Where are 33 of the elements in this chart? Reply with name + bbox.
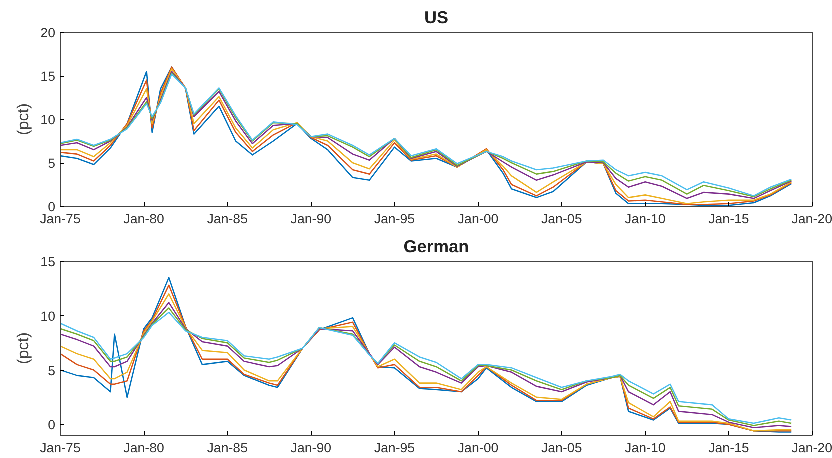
x-tick-label: Jan-10 — [625, 440, 666, 456]
x-tick-label: Jan-00 — [458, 212, 499, 226]
x-tick-label: Jan-80 — [124, 440, 164, 456]
x-tick-label: Jan-75 — [40, 212, 81, 226]
x-tick-label: Jan-80 — [124, 212, 164, 226]
x-tick-label: Jan-95 — [374, 212, 416, 226]
x-tick-label: Jan-95 — [374, 440, 416, 456]
y-axis-title: (pct) — [16, 104, 33, 136]
y-tick-label: 5 — [48, 363, 56, 378]
chart-title: German — [404, 236, 470, 256]
x-tick-label: Jan-20 — [792, 212, 832, 226]
y-tick-label: 20 — [40, 26, 56, 40]
y-tick-label: 10 — [40, 308, 56, 324]
x-tick-label: Jan-90 — [290, 212, 332, 226]
y-axis-title: (pct) — [16, 332, 33, 364]
y-tick-label: 5 — [48, 156, 56, 171]
x-tick-label: Jan-85 — [207, 212, 248, 226]
x-tick-label: Jan-05 — [541, 212, 582, 226]
y-tick-label: 0 — [48, 418, 56, 433]
y-tick-label: 10 — [40, 112, 56, 128]
x-tick-label: Jan-15 — [708, 440, 750, 456]
y-tick-label: 15 — [40, 254, 56, 270]
x-tick-label: Jan-90 — [290, 440, 332, 456]
x-tick-label: Jan-85 — [207, 440, 248, 456]
y-tick-label: 15 — [40, 69, 56, 84]
x-tick-label: Jan-20 — [792, 440, 832, 456]
x-tick-label: Jan-15 — [708, 212, 750, 226]
y-tick-label: 0 — [48, 200, 56, 214]
x-tick-label: Jan-00 — [458, 440, 499, 456]
chart-title: US — [424, 8, 449, 28]
x-tick-label: Jan-05 — [541, 440, 582, 456]
x-tick-label: Jan-10 — [625, 212, 666, 226]
x-tick-label: Jan-75 — [40, 440, 81, 456]
